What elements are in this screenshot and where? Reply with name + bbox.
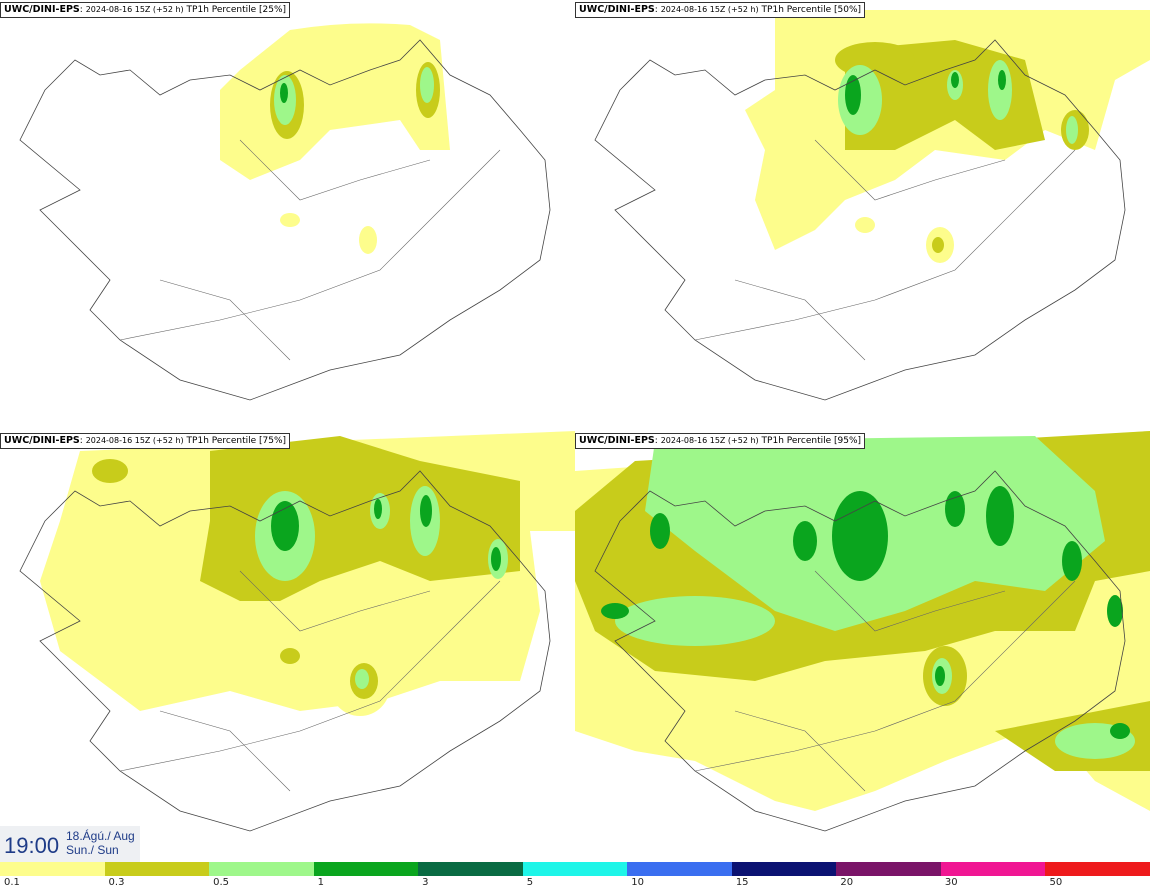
panel-title-p25: UWC/DINI-EPS: 2024-08-16 15Z (+52 h) TP1… <box>0 2 291 18</box>
legend-swatch <box>627 862 732 876</box>
iceland-outline-p75 <box>19 470 551 832</box>
map-panel-p25: UWC/DINI-EPS: 2024-08-16 15Z (+52 h) TP1… <box>0 0 575 430</box>
legend-swatch <box>313 862 419 876</box>
legend-swatch <box>104 862 210 876</box>
map-panel-p95: UWC/DINI-EPS: 2024-08-16 15Z (+52 h) TP1… <box>575 431 1150 861</box>
legend-tick-label: 10 <box>631 877 644 888</box>
valid-date: 18.Ágú./ Aug Sun./ Sun <box>66 829 135 857</box>
legend-swatch <box>522 862 628 876</box>
iceland-outline-p95 <box>594 470 1126 832</box>
legend-tick-label: 50 <box>1049 877 1063 888</box>
valid-time: 19:00 <box>4 833 60 858</box>
legend-tick-label: 3 <box>422 877 429 888</box>
legend-swatch <box>836 862 941 876</box>
legend-tick-label: 0.3 <box>108 877 125 888</box>
legend-tick-label: 0.5 <box>213 877 229 888</box>
legend-ticks: 0.1 0.3 0.5 1 3 5 10 15 20 30 50 <box>0 876 1150 891</box>
precip-fields-p95 <box>575 431 1150 811</box>
legend-swatch <box>418 862 523 876</box>
legend-tick-label: 15 <box>735 877 749 888</box>
map-canvas-p95 <box>575 431 1150 832</box>
legend-tick-label: 20 <box>840 877 854 888</box>
precip-fields-p50 <box>745 10 1150 263</box>
legend-swatch <box>209 862 314 876</box>
legend-swatch <box>1045 862 1150 876</box>
legend-tick-label: 1 <box>317 877 324 888</box>
iceland-outline-p25 <box>19 39 551 401</box>
precip-fields-p75 <box>40 431 575 716</box>
legend-tick-label: 0.1 <box>4 877 20 888</box>
map-panel-p50: UWC/DINI-EPS: 2024-08-16 15Z (+52 h) TP1… <box>575 0 1150 430</box>
map-panel-p75: UWC/DINI-EPS: 2024-08-16 15Z (+52 h) TP1… <box>0 431 575 861</box>
precip-fields-p25 <box>220 23 450 254</box>
legend-swatch <box>0 862 105 876</box>
legend-swatch <box>731 862 837 876</box>
panel-title-p50: UWC/DINI-EPS: 2024-08-16 15Z (+52 h) TP1… <box>575 2 866 18</box>
panel-title-p75: UWC/DINI-EPS: 2024-08-16 15Z (+52 h) TP1… <box>0 433 291 449</box>
map-canvas-p75 <box>19 431 575 832</box>
valid-day-line: Sun./ Sun <box>66 843 119 857</box>
color-scale-legend <box>0 862 1150 876</box>
panel-title-p95: UWC/DINI-EPS: 2024-08-16 15Z (+52 h) TP1… <box>575 433 866 449</box>
valid-date-line: 18.Ágú./ Aug <box>66 829 135 843</box>
valid-time-box: 19:00 18.Ágú./ Aug Sun./ Sun <box>0 826 140 862</box>
legend-tick-label: 5 <box>526 877 534 888</box>
legend-swatch <box>940 862 1046 876</box>
map-canvas-p50 <box>594 10 1150 401</box>
iceland-outline-p50 <box>594 39 1126 401</box>
legend-tick-label: 30 <box>944 877 958 888</box>
map-canvas-p25 <box>19 23 551 401</box>
